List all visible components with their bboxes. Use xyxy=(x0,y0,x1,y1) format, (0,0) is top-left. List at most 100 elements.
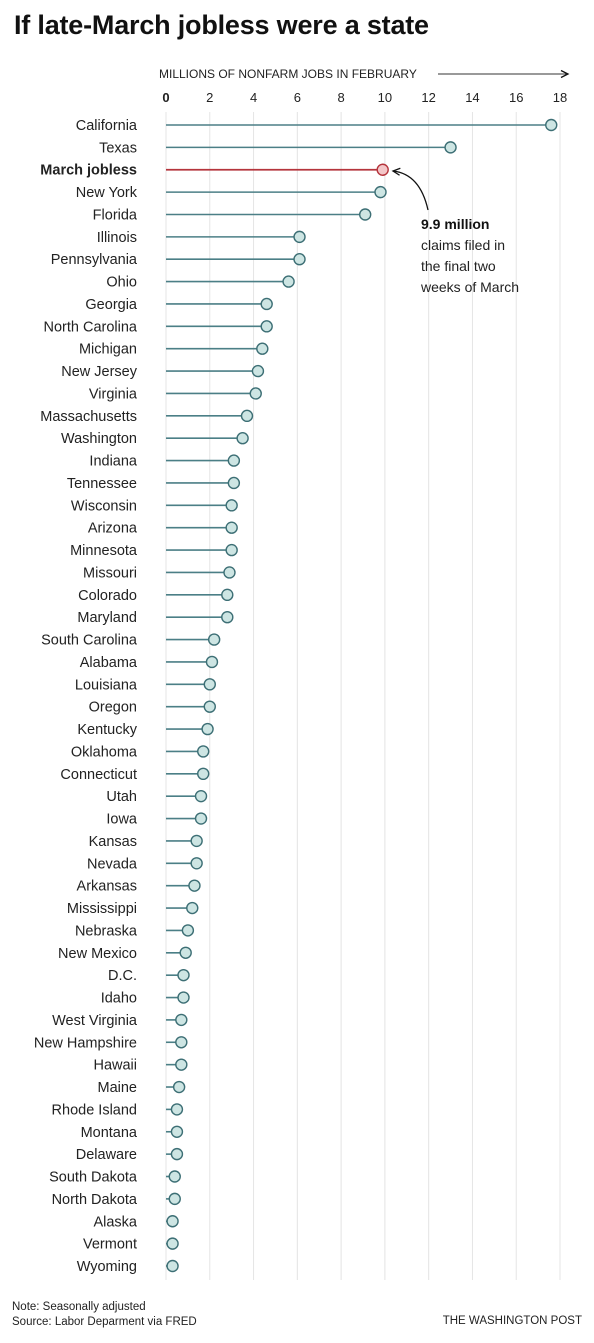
category-label-march-jobless: March jobless xyxy=(40,163,137,179)
category-label-hawaii: Hawaii xyxy=(93,1058,137,1074)
dot-new-york xyxy=(374,185,387,199)
dot-georgia xyxy=(260,297,273,311)
category-label-south-dakota: South Dakota xyxy=(49,1170,138,1186)
dot-ohio xyxy=(282,275,295,288)
dot-idaho xyxy=(177,991,190,1004)
dot-texas xyxy=(444,141,457,154)
category-label-kansas: Kansas xyxy=(89,834,137,850)
category-label-colorado: Colorado xyxy=(78,588,137,604)
dot-colorado xyxy=(221,588,234,602)
dot-indiana xyxy=(227,454,241,467)
category-label-washington: Washington xyxy=(61,431,137,447)
dot-maryland xyxy=(221,610,234,624)
category-label-illinois: Illinois xyxy=(97,230,137,246)
category-label-connecticut: Connecticut xyxy=(60,767,137,783)
category-label-oklahoma: Oklahoma xyxy=(71,744,138,760)
dots xyxy=(166,118,558,1273)
x-tick-label: 14 xyxy=(465,90,479,105)
dot-virginia xyxy=(249,387,262,400)
footer-source: Source: Labor Deparment via FRED xyxy=(12,1316,197,1328)
category-label-iowa: Iowa xyxy=(106,812,138,828)
dot-florida xyxy=(358,208,372,221)
dot-missouri xyxy=(223,566,236,579)
annotation-bold: 9.9 million xyxy=(421,216,489,232)
category-label-georgia: Georgia xyxy=(85,297,138,313)
dot-nebraska xyxy=(181,924,195,937)
x-tick-label: 0 xyxy=(162,90,169,105)
category-label-north-dakota: North Dakota xyxy=(52,1192,138,1208)
category-label-vermont: Vermont xyxy=(83,1237,137,1253)
dot-maine xyxy=(172,1080,186,1094)
category-label-new-hampshire: New Hampshire xyxy=(34,1035,137,1051)
dot-montana xyxy=(170,1125,184,1138)
dot-kansas xyxy=(190,834,203,848)
category-label-rhode-island: Rhode Island xyxy=(52,1102,137,1118)
category-label-alabama: Alabama xyxy=(80,655,138,671)
dot-north-carolina xyxy=(260,320,273,333)
dot-delaware xyxy=(170,1147,184,1161)
x-tick-label: 6 xyxy=(294,90,301,105)
x-axis-title: MILLIONS OF NONFARM JOBS IN FEBRUARY xyxy=(159,67,417,81)
category-label-pennsylvania: Pennsylvania xyxy=(51,252,138,268)
dot-connecticut xyxy=(197,767,210,781)
category-labels: California Texas March jobless New York Flor… xyxy=(34,118,138,1275)
category-label-maine: Maine xyxy=(98,1080,138,1096)
dot-vermont xyxy=(166,1237,179,1250)
dot-north-dakota xyxy=(168,1192,181,1206)
category-label-north-carolina: North Carolina xyxy=(44,319,138,335)
category-label-delaware: Delaware xyxy=(76,1147,137,1163)
annotation: 9.9 million claims filed in the final tw… xyxy=(391,167,519,295)
footer-notes: Note: Seasonally adjusted Source: Labor … xyxy=(12,1300,197,1330)
dot-alaska xyxy=(166,1215,179,1228)
annotation-line-3: weeks of March xyxy=(420,279,519,295)
x-tick-label: 16 xyxy=(509,90,523,105)
dot-new-jersey xyxy=(251,364,265,378)
dot-minnesota xyxy=(225,543,238,557)
x-tick-label: 18 xyxy=(553,90,567,105)
dot-d-c xyxy=(177,968,190,982)
category-label-wyoming: Wyoming xyxy=(77,1259,137,1275)
category-label-massachusetts: Massachusetts xyxy=(40,409,137,425)
dot-illinois xyxy=(293,230,306,244)
category-label-minnesota: Minnesota xyxy=(70,543,138,559)
x-axis: MILLIONS OF NONFARM JOBS IN FEBRUARY 0 2 4… xyxy=(159,67,570,105)
category-label-new-york: New York xyxy=(76,185,138,201)
dot-south-dakota xyxy=(168,1170,181,1183)
dot-tennessee xyxy=(227,476,241,490)
stems xyxy=(166,124,552,1267)
category-label-new-mexico: New Mexico xyxy=(58,946,137,962)
category-label-ohio: Ohio xyxy=(106,275,137,291)
x-tick-label: 8 xyxy=(337,90,344,105)
dot-wyoming xyxy=(166,1259,179,1273)
dot-oklahoma xyxy=(197,745,210,758)
category-label-florida: Florida xyxy=(93,207,138,223)
category-label-west-virginia: West Virginia xyxy=(52,1013,138,1029)
dot-hawaii xyxy=(175,1058,188,1071)
x-tick-label: 4 xyxy=(250,90,257,105)
category-label-tennessee: Tennessee xyxy=(67,476,137,492)
chart-title: If late-March jobless were a state xyxy=(14,10,429,40)
dot-pennsylvania xyxy=(293,253,306,266)
dot-massachusetts xyxy=(240,409,254,423)
category-label-mississippi: Mississippi xyxy=(67,901,137,917)
category-label-texas: Texas xyxy=(99,140,137,156)
footer-note: Note: Seasonally adjusted xyxy=(12,1301,146,1313)
x-tick-label: 2 xyxy=(206,90,213,105)
category-label-new-jersey: New Jersey xyxy=(61,364,137,380)
category-label-south-carolina: South Carolina xyxy=(41,633,138,649)
category-label-maryland: Maryland xyxy=(77,610,137,626)
dot-south-carolina xyxy=(207,633,221,646)
x-tick-label: 10 xyxy=(378,90,392,105)
category-label-idaho: Idaho xyxy=(101,991,137,1007)
category-label-arkansas: Arkansas xyxy=(77,879,137,895)
category-label-nebraska: Nebraska xyxy=(75,923,138,939)
category-label-california: California xyxy=(76,118,138,134)
category-label-indiana: Indiana xyxy=(89,454,138,470)
dot-arizona xyxy=(225,521,238,534)
category-label-kentucky: Kentucky xyxy=(77,722,137,738)
dot-mississippi xyxy=(186,901,199,915)
dot-california xyxy=(545,118,558,132)
gridlines xyxy=(165,112,561,1280)
dot-washington xyxy=(236,432,249,445)
